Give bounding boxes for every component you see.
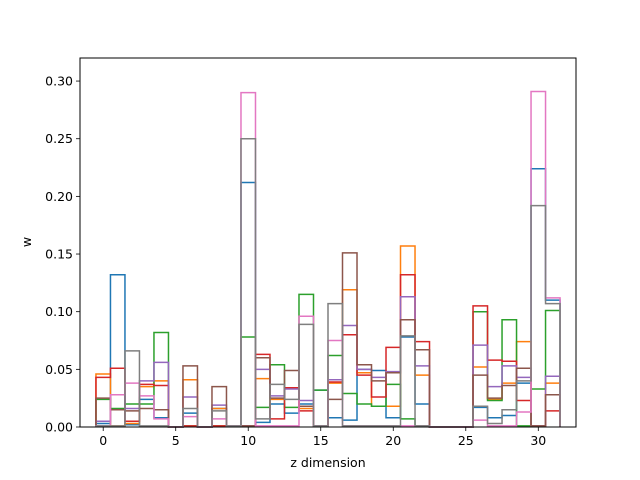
y-tick-label: 0.05 [45,362,73,377]
y-axis-ticks: 0.00 0.05 0.10 0.15 0.20 0.25 0.30 [45,74,80,435]
x-tick-label: 15 [313,433,329,448]
x-tick-label: 25 [458,433,474,448]
y-tick-label: 0.15 [45,247,73,262]
x-tick-label: 5 [172,433,180,448]
y-tick-label: 0.20 [45,189,73,204]
x-tick-label: 10 [240,433,256,448]
x-axis-label: z dimension [290,455,365,470]
x-tick-label: 20 [385,433,401,448]
x-axis-ticks: 0 5 10 15 20 25 30 [99,427,546,448]
axes-frame [79,57,577,428]
y-tick-label: 0.30 [45,74,73,89]
histogram-series-6 [95,90,561,428]
y-tick-label: 0.25 [45,131,73,146]
x-tick-label: 0 [99,433,107,448]
y-tick-label: 0.00 [45,420,73,435]
y-tick-label: 0.10 [45,304,73,319]
y-axis-label: w [19,237,34,247]
x-tick-label: 30 [530,433,546,448]
